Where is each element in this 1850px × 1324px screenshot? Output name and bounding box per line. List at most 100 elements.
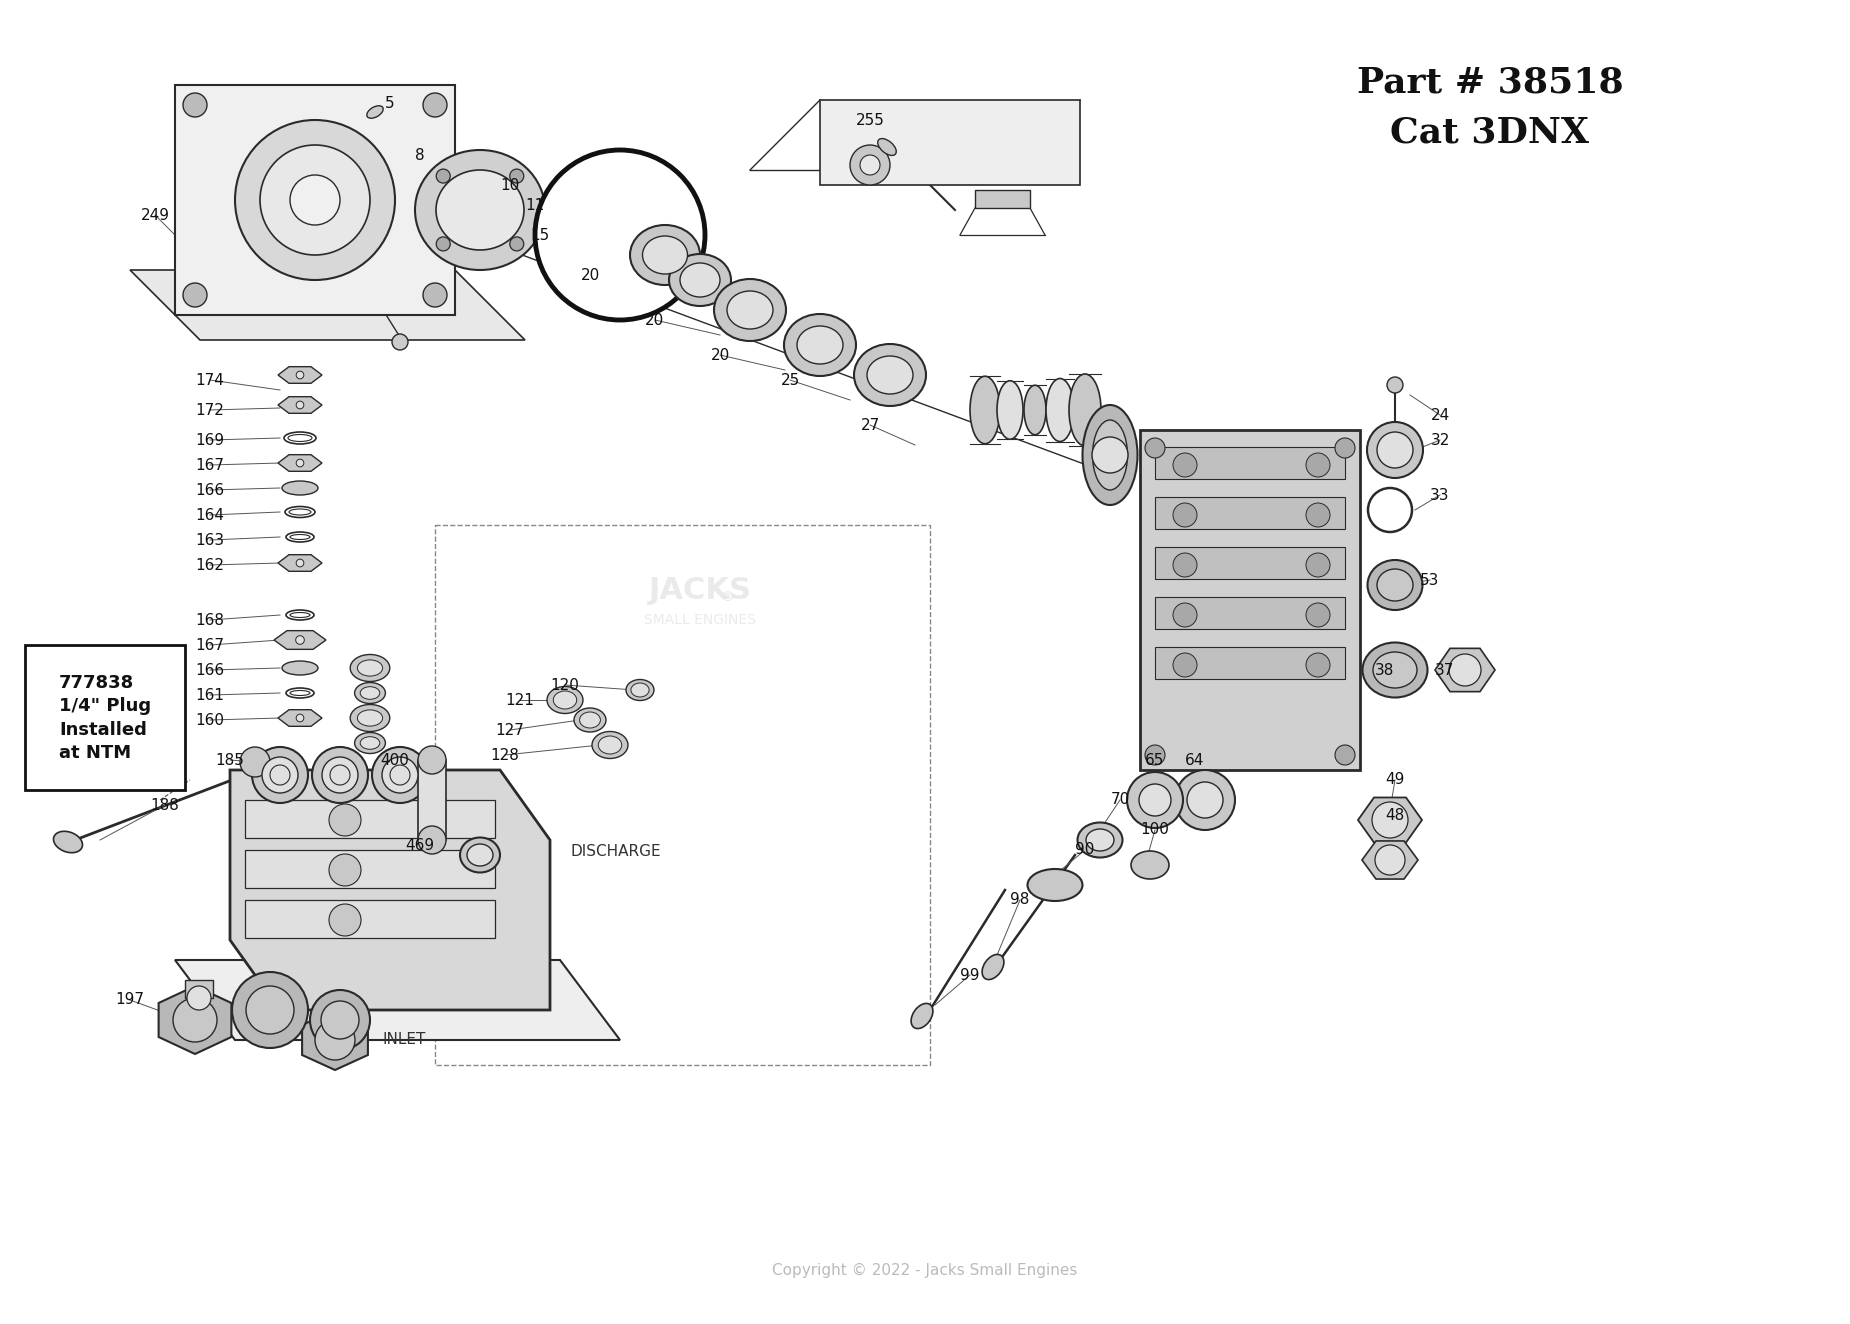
Text: 172: 172 xyxy=(196,402,224,417)
Text: JACKS: JACKS xyxy=(649,576,751,605)
Ellipse shape xyxy=(877,139,895,155)
Circle shape xyxy=(1306,453,1330,477)
Circle shape xyxy=(1173,602,1197,628)
Text: 161: 161 xyxy=(196,687,224,703)
Circle shape xyxy=(1175,771,1236,830)
Text: Copyright © 2022 - Jacks Small Engines: Copyright © 2022 - Jacks Small Engines xyxy=(771,1263,1079,1278)
Text: 33: 33 xyxy=(1430,487,1450,503)
Ellipse shape xyxy=(574,708,607,732)
Circle shape xyxy=(329,854,361,886)
Circle shape xyxy=(1173,553,1197,577)
Circle shape xyxy=(329,904,361,936)
Bar xyxy=(244,800,496,838)
Circle shape xyxy=(296,371,303,379)
Text: 70: 70 xyxy=(1110,793,1130,808)
Text: 188: 188 xyxy=(150,797,179,813)
Ellipse shape xyxy=(969,376,1001,444)
Ellipse shape xyxy=(1130,851,1169,879)
Ellipse shape xyxy=(631,683,649,696)
Ellipse shape xyxy=(1069,373,1101,446)
Circle shape xyxy=(1306,653,1330,677)
Polygon shape xyxy=(159,986,231,1054)
Ellipse shape xyxy=(361,687,379,699)
Ellipse shape xyxy=(357,710,383,726)
Circle shape xyxy=(1336,745,1354,765)
Circle shape xyxy=(235,120,396,279)
Circle shape xyxy=(392,334,409,350)
Text: 167: 167 xyxy=(196,458,224,473)
Text: 777838
1/4" Plug
Installed
at NTM: 777838 1/4" Plug Installed at NTM xyxy=(59,674,152,763)
Circle shape xyxy=(1145,438,1166,458)
Circle shape xyxy=(535,150,705,320)
Ellipse shape xyxy=(868,356,914,395)
Text: 169: 169 xyxy=(196,433,224,448)
Bar xyxy=(1154,547,1345,579)
Circle shape xyxy=(296,459,303,467)
Circle shape xyxy=(240,747,270,777)
Text: 121: 121 xyxy=(505,692,535,707)
Circle shape xyxy=(381,757,418,793)
Text: 64: 64 xyxy=(1186,752,1204,768)
Ellipse shape xyxy=(1376,569,1413,601)
Circle shape xyxy=(849,146,890,185)
Ellipse shape xyxy=(414,150,546,270)
Text: 8: 8 xyxy=(414,147,426,163)
Ellipse shape xyxy=(54,831,83,853)
Ellipse shape xyxy=(289,508,311,515)
Circle shape xyxy=(1373,802,1408,838)
Text: 164: 164 xyxy=(196,507,224,523)
Ellipse shape xyxy=(631,225,699,285)
Circle shape xyxy=(437,237,450,252)
Ellipse shape xyxy=(437,169,524,250)
Polygon shape xyxy=(229,771,549,1010)
Polygon shape xyxy=(278,555,322,572)
Text: 20: 20 xyxy=(581,267,599,282)
Circle shape xyxy=(1173,453,1197,477)
Text: 160: 160 xyxy=(196,712,224,727)
Bar xyxy=(1140,430,1360,771)
Ellipse shape xyxy=(727,291,773,328)
Circle shape xyxy=(1306,553,1330,577)
Circle shape xyxy=(322,757,359,793)
Circle shape xyxy=(183,283,207,307)
Ellipse shape xyxy=(281,661,318,675)
Text: 10: 10 xyxy=(500,177,520,192)
Ellipse shape xyxy=(997,381,1023,440)
Text: 127: 127 xyxy=(496,723,524,737)
Circle shape xyxy=(296,714,303,722)
Ellipse shape xyxy=(910,1004,932,1029)
Text: 166: 166 xyxy=(196,482,224,498)
Text: 15: 15 xyxy=(531,228,549,242)
Bar xyxy=(975,191,1030,208)
Circle shape xyxy=(1092,437,1128,473)
Circle shape xyxy=(1367,422,1423,478)
Ellipse shape xyxy=(1086,829,1114,851)
Text: Part # 38518: Part # 38518 xyxy=(1356,65,1622,99)
Text: 38: 38 xyxy=(1375,662,1395,678)
Circle shape xyxy=(270,765,290,785)
Ellipse shape xyxy=(553,691,577,708)
Circle shape xyxy=(329,765,350,785)
Text: 5: 5 xyxy=(385,95,394,110)
Circle shape xyxy=(1336,438,1354,458)
Text: 27: 27 xyxy=(860,417,879,433)
Polygon shape xyxy=(278,710,322,727)
Text: 400: 400 xyxy=(381,752,409,768)
Ellipse shape xyxy=(1027,869,1082,902)
Text: 25: 25 xyxy=(781,372,799,388)
Circle shape xyxy=(511,237,524,252)
Ellipse shape xyxy=(797,326,844,364)
Bar xyxy=(176,85,455,315)
Circle shape xyxy=(296,636,303,645)
Bar xyxy=(1154,496,1345,530)
Ellipse shape xyxy=(361,736,379,749)
Polygon shape xyxy=(278,397,322,413)
Circle shape xyxy=(322,1001,359,1039)
Text: 37: 37 xyxy=(1436,662,1454,678)
Circle shape xyxy=(296,559,303,567)
Ellipse shape xyxy=(579,712,601,728)
Text: 166: 166 xyxy=(196,662,224,678)
Text: 197: 197 xyxy=(115,993,144,1008)
Circle shape xyxy=(329,804,361,835)
Text: 53: 53 xyxy=(1421,572,1439,588)
